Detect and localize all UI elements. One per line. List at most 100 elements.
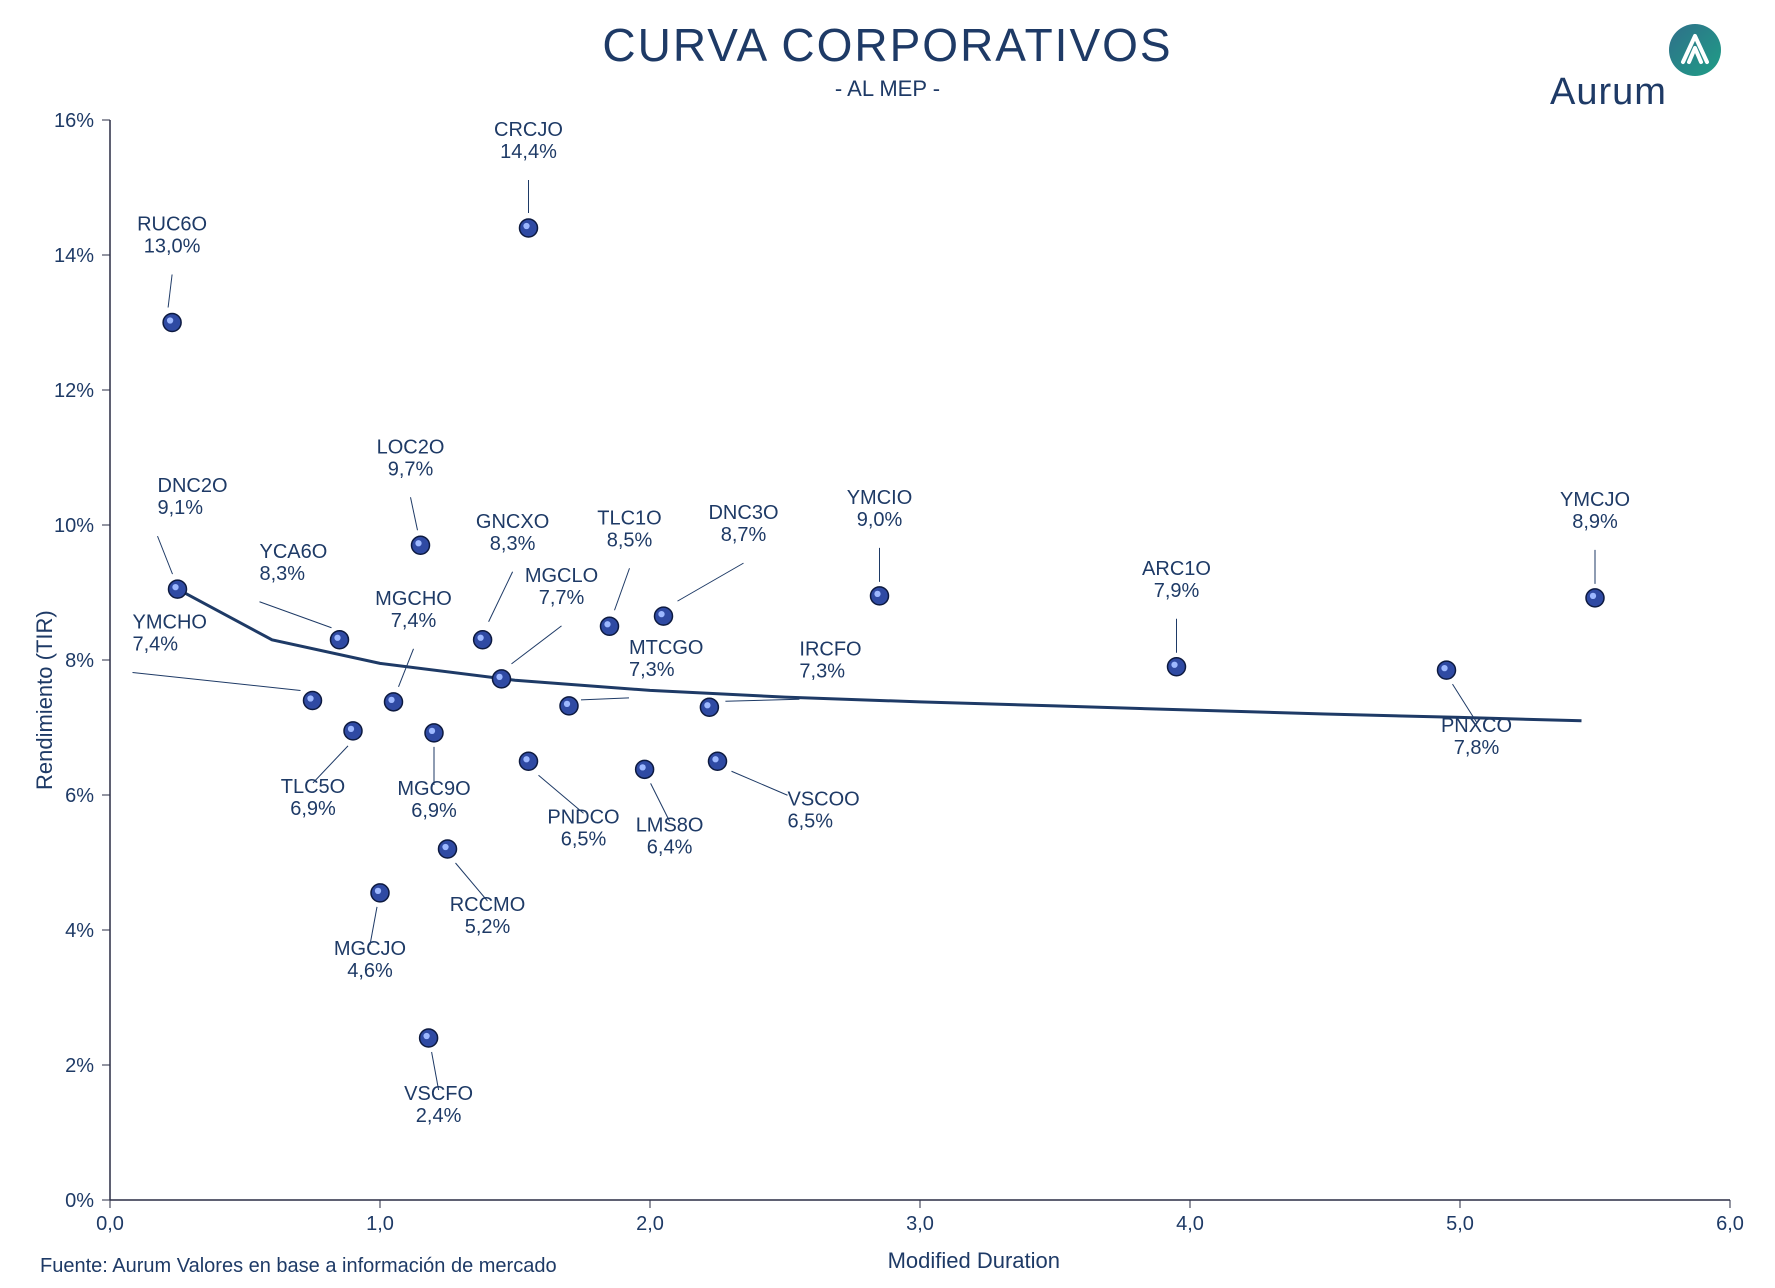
y-tick-label: 2% (65, 1055, 94, 1077)
x-tick-label: 5,0 (1446, 1213, 1474, 1235)
point-label-value: 6,5% (561, 828, 607, 850)
point-label-value: 2,4% (416, 1105, 462, 1127)
point-label-ticker: MGC9O (397, 778, 470, 800)
point-label-ticker: VSCOO (788, 788, 860, 810)
data-point-highlight (477, 635, 483, 641)
y-tick-label: 16% (54, 110, 94, 132)
point-label-ticker: MGCJO (334, 938, 406, 960)
y-tick-label: 0% (65, 1190, 94, 1212)
x-tick-label: 3,0 (906, 1213, 934, 1235)
x-tick-label: 2,0 (636, 1213, 664, 1235)
x-tick-label: 1,0 (366, 1213, 394, 1235)
label-leader (489, 572, 513, 622)
data-point-highlight (442, 844, 448, 850)
data-point-highlight (167, 317, 173, 323)
data-point-highlight (1441, 665, 1447, 671)
point-label-ticker: YMCJO (1560, 489, 1630, 511)
point-label-ticker: YMCHO (133, 612, 207, 634)
data-point-highlight (658, 611, 664, 617)
data-point-highlight (604, 621, 610, 627)
data-point-highlight (496, 674, 502, 680)
point-label-value: 7,4% (391, 610, 437, 632)
point-label-value: 8,7% (721, 524, 767, 546)
label-leader (732, 771, 788, 795)
data-point-highlight (388, 697, 394, 703)
point-label-ticker: VSCFO (404, 1083, 473, 1105)
point-label-value: 4,6% (347, 960, 393, 982)
point-label-ticker: GNCXO (476, 511, 549, 533)
point-label-value: 7,3% (799, 660, 845, 682)
label-leader (678, 563, 744, 601)
point-label-value: 7,7% (539, 587, 585, 609)
point-label-value: 8,3% (490, 533, 536, 555)
point-label-ticker: PNDCO (547, 806, 619, 828)
point-label-value: 6,9% (290, 798, 336, 820)
point-label-ticker: DNC3O (708, 502, 778, 524)
y-tick-label: 10% (54, 515, 94, 537)
label-leader (168, 275, 172, 308)
y-tick-label: 8% (65, 650, 94, 672)
data-point-highlight (1590, 593, 1596, 599)
point-label-ticker: YCA6O (260, 541, 328, 563)
point-label-ticker: TLC1O (597, 507, 661, 529)
data-point-highlight (639, 764, 645, 770)
data-point-highlight (429, 728, 435, 734)
point-label-value: 6,4% (647, 836, 693, 858)
point-label-value: 7,9% (1154, 580, 1200, 602)
point-label-value: 7,4% (133, 634, 179, 656)
point-label-value: 9,0% (857, 509, 903, 531)
point-label-ticker: RUC6O (137, 214, 207, 236)
chart-title: CURVA CORPORATIVOS (0, 18, 1775, 72)
point-label-value: 6,5% (788, 810, 834, 832)
data-point-highlight (423, 1033, 429, 1039)
label-leader (411, 497, 418, 530)
point-label-ticker: ARC1O (1142, 558, 1211, 580)
data-point-highlight (564, 701, 570, 707)
x-tick-label: 0,0 (96, 1213, 124, 1235)
point-label-value: 8,5% (607, 529, 653, 551)
point-label-ticker: MGCLO (525, 565, 598, 587)
data-point-highlight (712, 756, 718, 762)
data-point-highlight (172, 584, 178, 590)
point-label-ticker: LOC2O (377, 436, 445, 458)
label-leader (615, 568, 630, 610)
point-label-ticker: CRCJO (494, 119, 563, 141)
point-label-ticker: PNXCO (1441, 715, 1512, 737)
point-label-value: 6,9% (411, 800, 457, 822)
point-label-value: 7,3% (629, 659, 675, 681)
chart-subtitle: - AL MEP - (0, 76, 1775, 102)
data-point-highlight (523, 223, 529, 229)
y-tick-label: 14% (54, 245, 94, 267)
point-label-ticker: LMS8O (636, 814, 704, 836)
point-label-ticker: TLC5O (281, 776, 345, 798)
data-point-highlight (348, 726, 354, 732)
label-leader (158, 536, 173, 574)
scatter-chart: 0,01,02,03,04,05,06,00%2%4%6%8%10%12%14%… (30, 100, 1770, 1288)
label-leader (512, 626, 562, 664)
point-label-value: 9,7% (388, 458, 434, 480)
data-point-highlight (704, 702, 710, 708)
data-point-highlight (415, 540, 421, 546)
y-tick-label: 4% (65, 920, 94, 942)
label-leader (581, 698, 629, 700)
point-label-ticker: YMCIO (847, 487, 913, 509)
point-label-value: 9,1% (158, 497, 204, 519)
x-tick-label: 4,0 (1176, 1213, 1204, 1235)
point-label-value: 8,3% (260, 563, 306, 585)
point-label-value: 14,4% (500, 141, 557, 163)
label-leader (260, 602, 332, 628)
data-point-highlight (334, 635, 340, 641)
point-label-ticker: MGCHO (375, 588, 452, 610)
point-label-ticker: IRCFO (799, 638, 861, 660)
data-point-highlight (307, 695, 313, 701)
page-container: { "title": { "text": "CURVA CORPORATIVOS… (0, 0, 1775, 1288)
data-point-highlight (874, 591, 880, 597)
point-label-value: 5,2% (465, 916, 511, 938)
data-point-highlight (375, 888, 381, 894)
label-leader (725, 699, 799, 701)
y-tick-label: 6% (65, 785, 94, 807)
point-label-ticker: RCCMO (450, 894, 526, 916)
point-label-ticker: DNC2O (158, 475, 228, 497)
point-label-value: 8,9% (1572, 511, 1618, 533)
x-tick-label: 6,0 (1716, 1213, 1744, 1235)
